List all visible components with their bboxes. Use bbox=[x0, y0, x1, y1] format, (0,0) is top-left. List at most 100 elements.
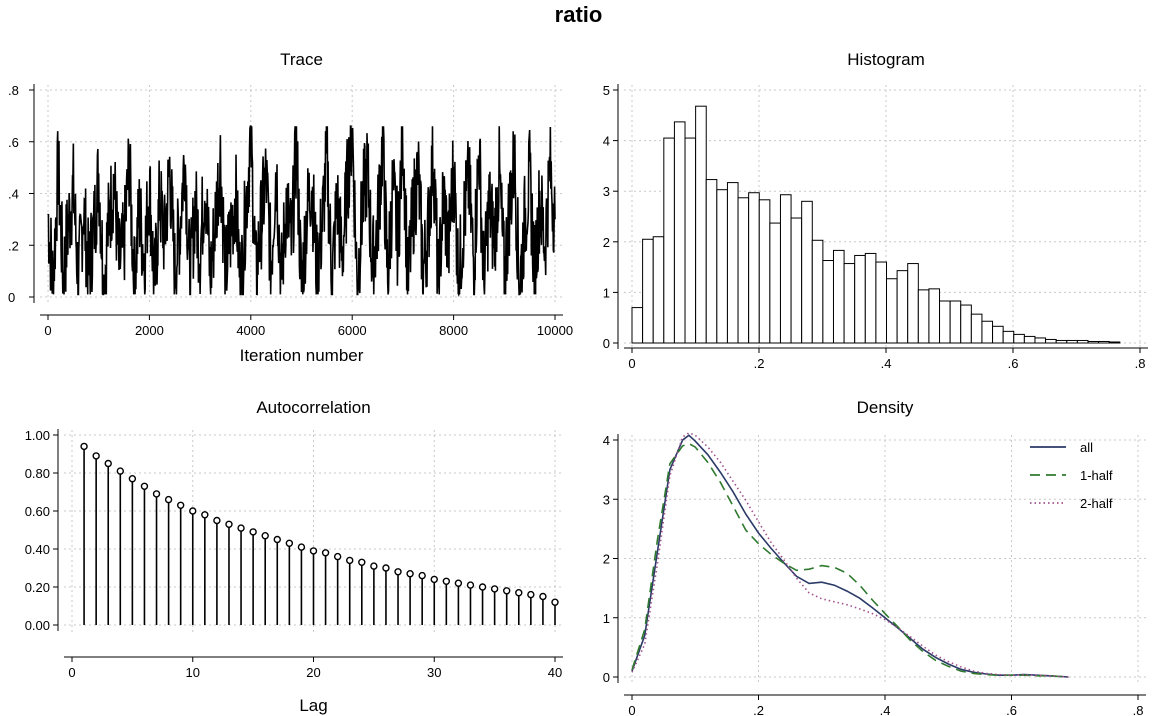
autocorrelation-chart: Autocorrelation 0.00 0.20 0.40 0.60 0.80 1.00 0… bbox=[25, 398, 563, 715]
acf-point bbox=[382, 564, 390, 572]
hist-ytick-label: 3 bbox=[603, 184, 610, 199]
acf-point bbox=[80, 442, 88, 451]
acf-point bbox=[201, 511, 209, 519]
hist-bar bbox=[705, 179, 718, 344]
acf-point bbox=[358, 558, 366, 567]
acf-point bbox=[527, 590, 535, 599]
acf-point bbox=[515, 588, 523, 597]
hist-bar bbox=[790, 217, 803, 344]
trace-line bbox=[47, 125, 556, 298]
acf-point bbox=[140, 482, 149, 491]
hist-bar bbox=[1076, 339, 1089, 344]
trace-xtick-label: 2000 bbox=[135, 323, 164, 338]
acf-point bbox=[164, 495, 173, 504]
acf-point bbox=[104, 459, 112, 468]
hist-bar bbox=[652, 236, 665, 344]
acf-point bbox=[333, 552, 342, 561]
hist-bar bbox=[631, 307, 644, 344]
acf-point bbox=[370, 562, 378, 570]
hist-xtick-label: 0 bbox=[628, 356, 635, 371]
acf-point bbox=[261, 531, 269, 540]
acf-point bbox=[346, 556, 354, 565]
acf-xlabel: Lag bbox=[299, 696, 327, 715]
acf-point bbox=[551, 598, 559, 606]
trace-ytick-label: .2 bbox=[8, 238, 19, 253]
hist-bar bbox=[769, 222, 781, 344]
hist-bar bbox=[875, 261, 888, 344]
hist-bar bbox=[981, 320, 994, 344]
acf-point bbox=[273, 535, 281, 544]
hist-bar bbox=[822, 260, 834, 344]
density-chart: Density 0 1 2 3 4 0 .2 .4 .6 .8 all 1-half 2-half bbox=[603, 398, 1146, 716]
acf-point bbox=[539, 592, 547, 601]
hist-bar bbox=[1013, 333, 1025, 344]
acf-point bbox=[490, 585, 499, 593]
hist-ytick-label: 0 bbox=[603, 336, 610, 351]
main-title: ratio bbox=[554, 2, 603, 27]
acf-xtick-label: 30 bbox=[427, 665, 441, 680]
density-line-1-half bbox=[631, 442, 1069, 678]
trace-xtick-label: 4000 bbox=[236, 323, 265, 338]
density-xtick-label: .4 bbox=[880, 703, 891, 716]
hist-bar bbox=[1045, 338, 1057, 344]
hist-xtick-label: .6 bbox=[1008, 356, 1019, 371]
hist-bar bbox=[1034, 337, 1047, 344]
acf-point bbox=[249, 528, 257, 536]
acf-point bbox=[454, 579, 463, 587]
trace-ytick-label: .6 bbox=[8, 135, 19, 150]
acf-point bbox=[92, 452, 100, 460]
acf-point bbox=[116, 467, 125, 475]
hist-bar bbox=[949, 300, 962, 344]
acf-title: Autocorrelation bbox=[256, 398, 370, 417]
acf-point bbox=[213, 516, 221, 525]
acf-xtick-label: 20 bbox=[306, 665, 320, 680]
hist-bar bbox=[843, 263, 856, 344]
hist-xtick-label: .2 bbox=[754, 356, 765, 371]
hist-bar bbox=[854, 254, 866, 344]
acf-point bbox=[189, 507, 197, 515]
acf-ytick-label: 0.40 bbox=[25, 542, 50, 557]
trace-xtick-label: 10000 bbox=[537, 323, 573, 338]
acf-point bbox=[297, 543, 306, 551]
hist-bar bbox=[801, 200, 813, 344]
acf-point bbox=[152, 490, 161, 498]
hist-bar bbox=[684, 137, 697, 344]
hist-bar bbox=[758, 199, 771, 344]
trace-ytick-label: .8 bbox=[8, 83, 19, 98]
density-line-all bbox=[631, 434, 1069, 678]
density-ytick-label: 2 bbox=[603, 552, 610, 567]
trace-ytick-label: 0 bbox=[8, 290, 15, 305]
density-title: Density bbox=[857, 398, 914, 417]
trace-panel: Trace 0 .2 .4 .6 .8 0 2000 4000 6000 8000 10000 Iter… bbox=[0, 45, 575, 370]
acf-point bbox=[225, 520, 233, 529]
acf-point bbox=[321, 549, 330, 557]
acf-point bbox=[237, 524, 245, 532]
acf-ytick-label: 0.00 bbox=[25, 618, 50, 633]
trace-xlabel: Iteration number bbox=[240, 346, 364, 365]
hist-xtick-label: .8 bbox=[1135, 356, 1146, 371]
hist-bar bbox=[673, 121, 686, 344]
acf-point bbox=[309, 547, 318, 555]
acf-xtick-label: 40 bbox=[548, 665, 562, 680]
acf-point bbox=[418, 571, 426, 580]
density-xtick-label: .2 bbox=[753, 703, 764, 716]
hist-bar bbox=[917, 289, 930, 344]
legend-label-1-half: 1-half bbox=[1080, 468, 1113, 483]
hist-bar bbox=[811, 239, 824, 344]
hist-title: Histogram bbox=[847, 50, 924, 69]
hist-bar bbox=[939, 300, 951, 344]
acf-point bbox=[406, 569, 414, 578]
acf-point bbox=[478, 583, 487, 591]
acf-ytick-label: 0.60 bbox=[25, 504, 50, 519]
acf-point bbox=[285, 539, 294, 548]
legend-label-2-half: 2-half bbox=[1080, 496, 1113, 511]
trace-title: Trace bbox=[280, 50, 323, 69]
histogram-panel: Histogram 0 1 2 3 4 5 0 .2 .4 .6 .8 bbox=[580, 45, 1157, 371]
hist-bar bbox=[907, 263, 919, 344]
acf-point bbox=[430, 575, 438, 584]
acf-ytick-label: 1.00 bbox=[25, 428, 50, 443]
hist-bar bbox=[1055, 339, 1068, 344]
hist-bar bbox=[928, 288, 941, 344]
hist-bar bbox=[896, 270, 909, 344]
hist-ytick-label: 4 bbox=[603, 134, 610, 149]
